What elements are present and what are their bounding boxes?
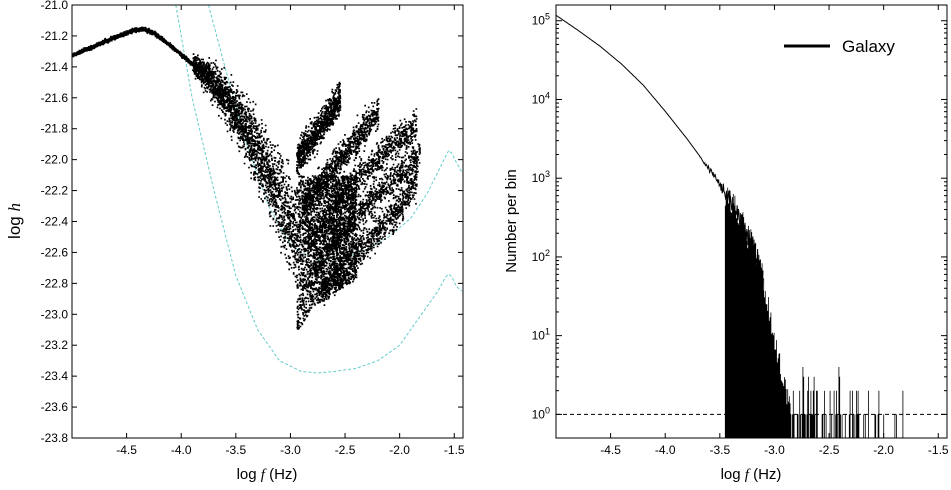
y-tick-label: -22.0	[41, 153, 69, 167]
x-tick-label: -2.5	[819, 443, 840, 457]
scatter-points	[72, 26, 421, 330]
y-tick-label: 102	[532, 248, 550, 264]
x-tick-label: -2.0	[389, 443, 410, 457]
x-tick-label: -4.0	[171, 443, 192, 457]
y-tick-label: -22.6	[41, 245, 69, 259]
right-panel: -4.5 -4.0 -3.5 -3.0 -2.5 -2.0 -1.5 10010110210…	[503, 4, 949, 483]
x-tick-label: -1.5	[444, 443, 465, 457]
x-tick-label: -4.0	[655, 443, 676, 457]
y-tick-label: -21.2	[41, 29, 69, 43]
right-y-ticks: 100 101 102 103 104 105	[532, 12, 947, 421]
sensitivity-curves	[175, 5, 463, 374]
legend: Galaxy	[784, 37, 895, 56]
left-y-ticks: -21.0 -21.2 -21.4 -21.6 -21.8 -22.0 -22.2 -22.4…	[41, 0, 463, 445]
y-tick-label: 103	[532, 169, 550, 185]
histogram-main-trace	[556, 14, 764, 292]
y-tick-label: -21.4	[41, 60, 69, 74]
scatter-point-set	[72, 26, 421, 330]
x-tick-label: -2.5	[335, 443, 356, 457]
histogram-bins	[724, 187, 904, 438]
y-tick-label: -21.0	[41, 0, 69, 12]
y-tick-label: 105	[532, 12, 550, 28]
sensitivity-curve-1	[175, 5, 463, 374]
right-plot-frame	[555, 4, 948, 439]
x-tick-label: -3.0	[280, 443, 301, 457]
x-tick-label: -3.5	[225, 443, 246, 457]
left-x-ticks: -4.5 -4.0 -3.5 -3.0 -2.5 -2.0 -1.5	[116, 5, 465, 457]
x-tick-label: -4.5	[116, 443, 137, 457]
y-tick-label: -23.0	[41, 307, 69, 321]
left-plot-frame	[71, 4, 464, 439]
y-tick-label: 101	[532, 327, 550, 343]
y-tick-label: -23.2	[41, 338, 69, 352]
y-tick-label: -22.8	[41, 276, 69, 290]
y-tick-label: -21.8	[41, 122, 69, 136]
x-tick-label: -1.5	[928, 443, 949, 457]
y-tick-label: -21.6	[41, 91, 69, 105]
x-tick-label: -3.5	[709, 443, 730, 457]
x-tick-label: -4.5	[600, 443, 621, 457]
right-plot-content	[556, 14, 947, 438]
y-tick-label: 104	[532, 90, 550, 106]
right-x-axis-label: log f (Hz)	[721, 466, 782, 483]
legend-label: Galaxy	[842, 37, 895, 56]
x-tick-label: -2.0	[873, 443, 894, 457]
histogram-galaxy	[556, 14, 904, 438]
y-tick-label: -23.4	[41, 369, 69, 383]
right-x-ticks: -4.5 -4.0 -3.5 -3.0 -2.5 -2.0 -1.5	[600, 5, 949, 457]
y-tick-label: -22.2	[41, 184, 69, 198]
x-tick-label: -3.0	[764, 443, 785, 457]
left-x-axis-label: log f (Hz)	[237, 466, 298, 483]
y-tick-label: -23.8	[41, 431, 69, 445]
left-y-axis-label: log h	[5, 203, 24, 239]
left-panel: -4.5 -4.0 -3.5 -3.0 -2.5 -2.0 -1.5 -21.0-21.2-…	[5, 0, 465, 483]
right-y-axis-label: Number per bin	[503, 169, 520, 272]
y-tick-label: -22.4	[41, 215, 69, 229]
left-plot-content	[72, 5, 463, 374]
y-tick-label: -23.6	[41, 400, 69, 414]
y-tick-label: 100	[532, 405, 550, 421]
